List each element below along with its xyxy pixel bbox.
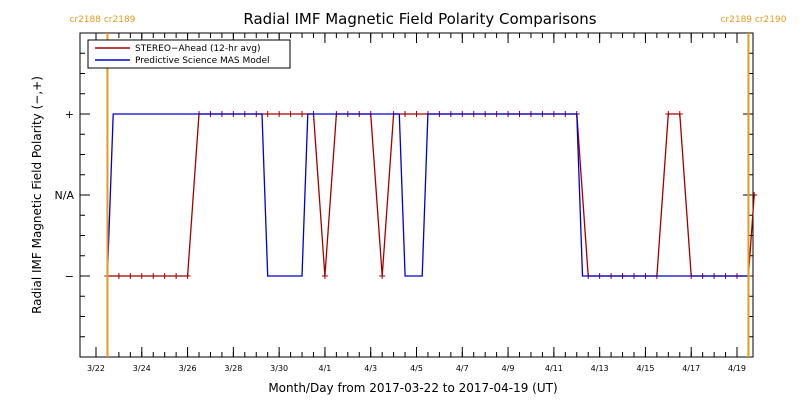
- data-point: [173, 273, 180, 279]
- data-point: [402, 111, 409, 117]
- y-axis: + N/A −: [55, 52, 753, 338]
- x-tick-label: 3/26: [179, 364, 197, 373]
- x-tick-label: 4/17: [682, 364, 700, 373]
- y-tick-label: N/A: [55, 189, 75, 202]
- y-axis-label: Radial IMF Magnetic Field Polarity (−,+): [30, 76, 44, 314]
- legend: STEREO−Ahead (12-hr avg) Predictive Scie…: [87, 39, 291, 69]
- data-point: [379, 273, 386, 279]
- series-layer: [104, 111, 758, 279]
- data-point: [264, 111, 271, 117]
- data-point: [138, 273, 145, 279]
- data-point: [321, 273, 328, 279]
- data-point: [276, 111, 283, 117]
- x-tick-label: 3/28: [224, 364, 242, 373]
- carrington-markers: cr2188 cr2189 cr2189 cr2190: [69, 15, 787, 357]
- x-tick-label: 3/30: [270, 364, 288, 373]
- x-tick-label: 3/24: [133, 364, 151, 373]
- legend-label-mas: Predictive Science MAS Model: [135, 56, 270, 66]
- x-tick-label: 4/13: [591, 364, 609, 373]
- data-point: [184, 273, 191, 279]
- series-line-stereo: [107, 113, 755, 277]
- data-point: [413, 111, 420, 117]
- x-tick-label: 4/5: [410, 364, 423, 373]
- x-axis-label: Month/Day from 2017-03-22 to 2017-04-19 …: [268, 381, 557, 395]
- data-point: [751, 192, 758, 198]
- x-tick-label: 4/3: [364, 364, 377, 373]
- carrington-marker-label: cr2188 cr2189: [69, 15, 135, 25]
- x-tick-label: 4/1: [318, 364, 331, 373]
- data-point: [665, 111, 672, 117]
- series-line-mas: [106, 113, 749, 277]
- x-tick-label: 4/15: [636, 364, 654, 373]
- legend-box: [87, 39, 291, 69]
- plot-frame: [79, 32, 754, 358]
- data-point: [299, 111, 306, 117]
- data-point: [115, 273, 122, 279]
- x-tick-label: 4/9: [502, 364, 515, 373]
- data-point: [150, 273, 157, 279]
- x-tick-label: 3/22: [87, 364, 105, 373]
- data-point: [161, 273, 168, 279]
- carrington-marker-label: cr2189 cr2190: [720, 15, 786, 25]
- data-point: [287, 111, 294, 117]
- x-tick-label: 4/7: [456, 364, 469, 373]
- x-axis: 3/22 3/24 3/26 3/28 3/30 4/1 4/3 4/5 4/7 4/9 4/11 4…: [87, 33, 746, 373]
- x-tick-label: 4/11: [545, 364, 563, 373]
- y-tick-label: −: [65, 270, 74, 283]
- x-tick-label: 4/19: [728, 364, 746, 373]
- legend-label-stereo: STEREO−Ahead (12-hr avg): [135, 44, 261, 54]
- data-point: [127, 273, 134, 279]
- y-tick-label: +: [65, 108, 74, 121]
- chart-title: Radial IMF Magnetic Field Polarity Compa…: [243, 10, 596, 28]
- data-point: [676, 111, 683, 117]
